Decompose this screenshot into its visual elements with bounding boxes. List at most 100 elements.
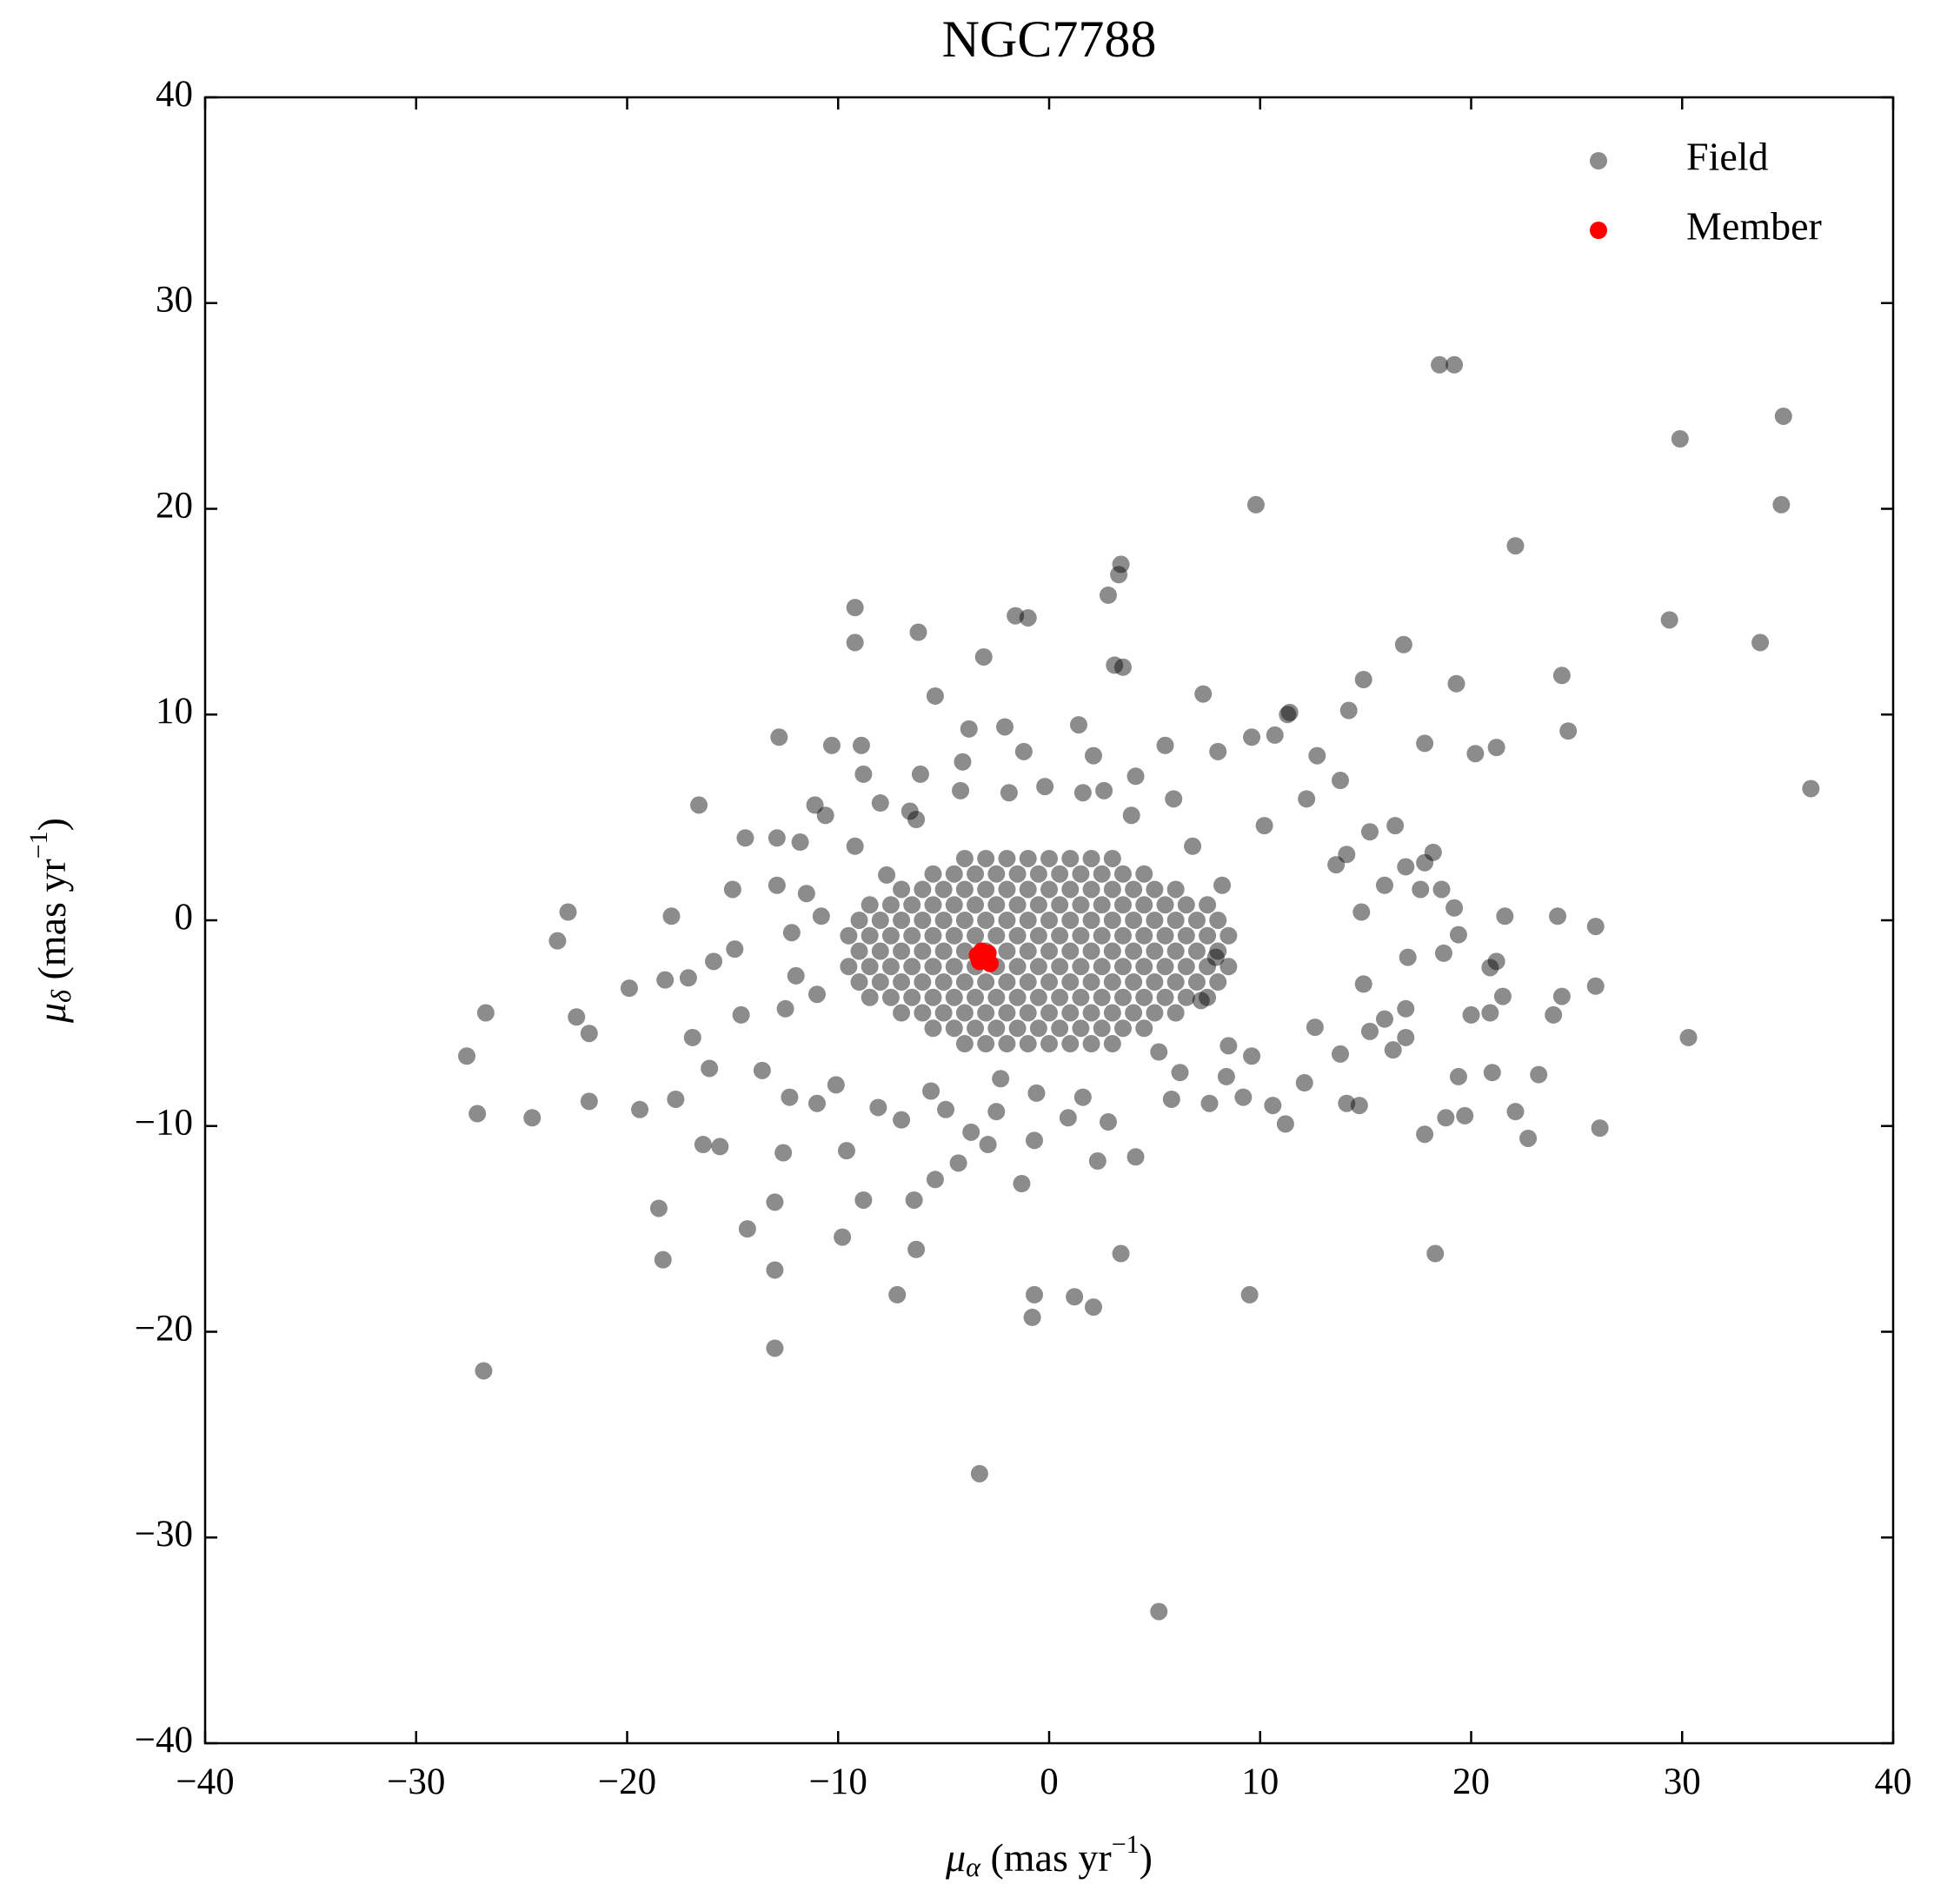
data-point [1007,607,1025,625]
data-point [1026,1131,1044,1150]
data-point [1802,780,1820,798]
data-point [1127,767,1145,786]
data-point [1209,912,1227,929]
data-point [1082,1004,1100,1022]
data-point [852,736,870,754]
data-point [1084,746,1102,765]
data-point [1246,495,1265,514]
data-point [475,1362,493,1380]
data-point [580,1092,598,1111]
data-point [1110,566,1128,584]
data-point [1339,701,1358,720]
data-point [649,1199,668,1217]
data-point [568,1008,586,1026]
data-point [1088,1151,1107,1170]
data-point [1266,726,1284,744]
data-point [924,926,942,945]
data-point [1213,876,1232,894]
data-point [998,1004,1016,1022]
data-point [1397,999,1415,1018]
data-point [1040,849,1058,867]
data-point [812,907,830,925]
data-point [914,942,932,960]
data-point [907,810,926,828]
data-point [945,1019,963,1038]
data-point [871,973,889,992]
data-point [1019,1004,1037,1022]
data-point [1199,988,1217,1006]
data-point [1200,1094,1219,1112]
data-point [1019,880,1037,899]
data-point [1082,912,1100,929]
data-point [1082,849,1100,867]
data-point [766,1261,784,1279]
data-point [960,720,978,738]
data-point [924,958,942,976]
data-point [1306,1018,1324,1037]
data-point [1424,843,1442,861]
data-point [893,942,911,960]
data-point [1072,1019,1090,1038]
data-point [934,942,953,960]
data-point [1660,611,1678,629]
data-point [1093,926,1111,945]
data-point [1352,903,1371,921]
data-point [1774,407,1792,425]
data-point [955,912,974,929]
data-point [881,926,900,945]
data-point [1061,1035,1080,1053]
data-point [1446,355,1464,374]
data-point [1051,988,1069,1006]
data-point [977,880,995,899]
data-point [1156,988,1174,1006]
data-point [1331,1045,1349,1063]
data-point [1099,586,1117,604]
data-point [1113,896,1132,914]
data-point [1240,1285,1259,1304]
data-point [1386,817,1405,835]
data-point [667,1090,685,1108]
data-point [1125,942,1143,960]
data-point [662,907,681,925]
data-point [903,988,921,1006]
data-point [871,942,889,960]
data-point [1150,1602,1168,1621]
data-point [914,912,932,929]
data-point [1298,790,1316,808]
data-point [1192,992,1210,1010]
data-point [1456,1106,1474,1124]
data-point [1103,1035,1121,1053]
data-point [1093,988,1111,1006]
data-point [996,718,1014,736]
data-point [977,1004,995,1022]
data-point [840,958,858,976]
data-point [1072,896,1090,914]
data-point [1549,907,1567,925]
data-point [955,849,974,867]
data-point [705,952,723,971]
data-point [914,880,932,899]
data-point [967,988,985,1006]
data-point [1559,722,1578,740]
data-point [1432,880,1451,899]
data-point [1437,1109,1455,1127]
data-point [1103,849,1121,867]
data-point [861,988,879,1006]
data-point [1051,896,1069,914]
data-point [1095,781,1113,799]
data-point [881,896,900,914]
data-point [967,896,985,914]
data-point [987,896,1006,914]
data-point [846,634,864,652]
data-point [945,958,963,976]
data-point [1354,975,1372,993]
data-point [934,1004,953,1022]
data-point [1751,634,1770,652]
data-point [1220,1037,1238,1055]
data-point [1023,1308,1041,1326]
data-point [903,926,921,945]
data-point [1280,703,1299,721]
data-point [1040,880,1058,899]
y-tick-label: 10 [156,691,193,732]
